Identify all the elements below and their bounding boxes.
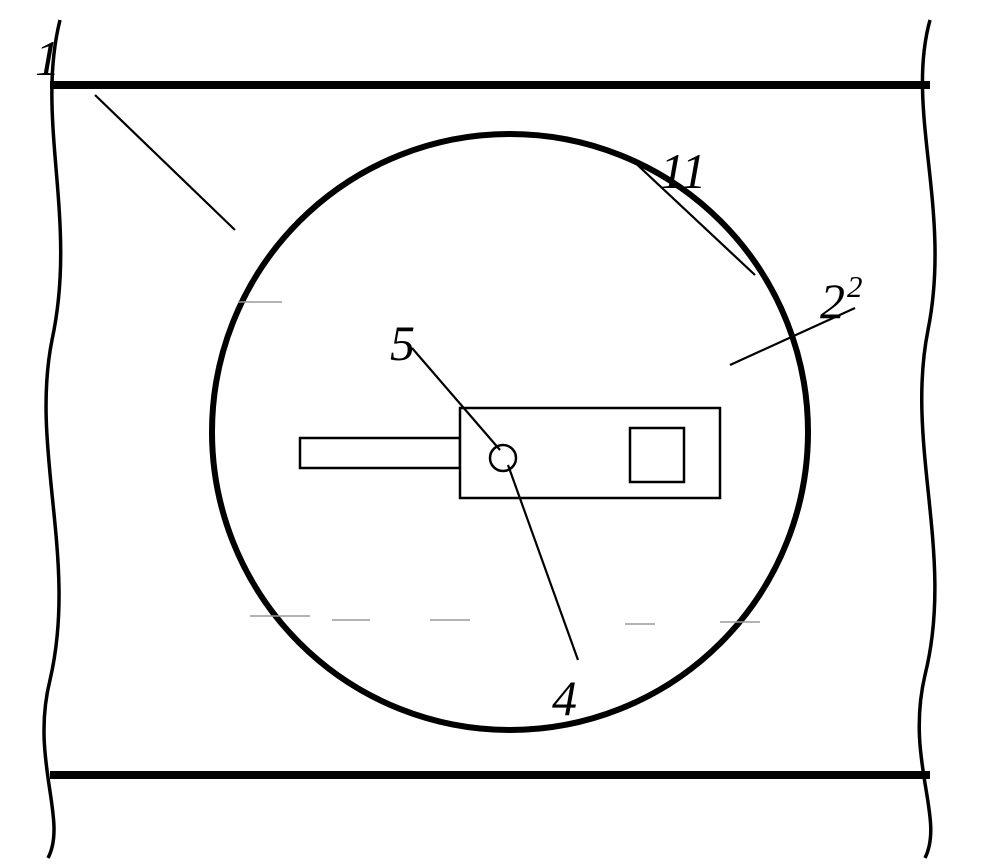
label-2: 22 <box>820 269 863 329</box>
leader-line <box>95 95 235 230</box>
break-edge-left <box>44 20 61 858</box>
label-11: 11 <box>660 143 706 199</box>
label-5: 5 <box>390 315 415 371</box>
block-rect <box>460 408 720 498</box>
stub-rect <box>300 438 460 468</box>
leader-line <box>412 348 500 450</box>
diagram-canvas: 1115224 <box>0 0 997 868</box>
label-1: 1 <box>35 30 60 86</box>
label-4: 4 <box>552 670 577 726</box>
break-edge-right <box>919 20 935 858</box>
